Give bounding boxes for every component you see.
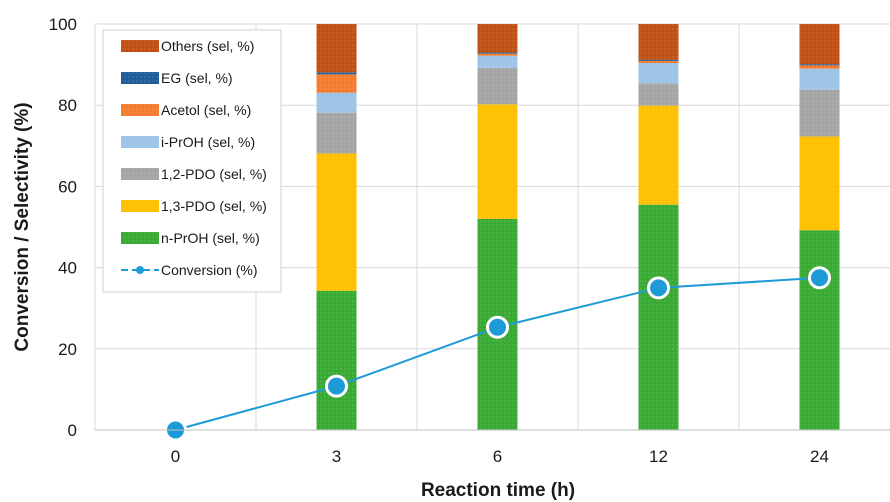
- conversion-point: [325, 374, 348, 398]
- conversion-point: [486, 315, 509, 339]
- x-tick-label: 24: [810, 447, 829, 466]
- bar-segment: [799, 230, 840, 430]
- bar-segment: [799, 65, 840, 69]
- bar-segment: [638, 59, 679, 61]
- legend-label: Acetol (sel, %): [161, 102, 251, 118]
- bar-segment: [316, 112, 357, 154]
- bar-segment: [638, 60, 679, 63]
- y-tick-label: 0: [68, 421, 77, 440]
- conversion-point: [808, 266, 831, 290]
- legend-swatch: [121, 40, 159, 52]
- bar-segment: [638, 204, 679, 430]
- bar-segment: [477, 53, 518, 56]
- bar-segment: [638, 83, 679, 106]
- legend-label: Others (sel, %): [161, 38, 254, 54]
- legend-swatch: [121, 136, 159, 148]
- y-tick-label: 80: [58, 96, 77, 115]
- legend-swatch: [121, 72, 159, 84]
- bar-segment: [477, 24, 518, 53]
- legend-label: EG (sel, %): [161, 70, 233, 86]
- bar-segment: [638, 105, 679, 205]
- bar-segment: [799, 24, 840, 65]
- legend-swatch: [121, 200, 159, 212]
- bar-segment: [799, 89, 840, 137]
- bar-segment: [799, 136, 840, 231]
- x-tick-label: 6: [493, 447, 502, 466]
- axes: 0 20 40 60 80 100 0 3 6 12 24: [49, 15, 890, 466]
- bar-segment: [477, 55, 518, 68]
- bar-segment: [799, 68, 840, 90]
- bar-segment: [316, 290, 357, 430]
- x-tick-label: 3: [332, 447, 341, 466]
- bar-segment: [316, 72, 357, 75]
- legend-swatch: [121, 104, 159, 116]
- legend-swatch: [121, 168, 159, 180]
- legend-marker: [136, 266, 144, 274]
- y-tick-label: 40: [58, 259, 77, 278]
- bar-segment: [799, 64, 840, 66]
- bar-segment: [477, 67, 518, 105]
- y-axis-title: Conversion / Selectivity (%): [12, 102, 33, 351]
- stacked-bars: [316, 24, 840, 430]
- conversion-point: [647, 276, 670, 300]
- bar-segment: [638, 62, 679, 84]
- x-tick-label: 0: [171, 447, 180, 466]
- y-tick-label: 100: [49, 15, 77, 34]
- conversion-line: [164, 266, 831, 442]
- y-tick-label: 60: [58, 177, 77, 196]
- x-tick-label: 12: [649, 447, 668, 466]
- legend-swatch: [121, 232, 159, 244]
- bar-segment: [316, 153, 357, 291]
- bar-segment: [477, 52, 518, 54]
- legend-label: 1,3-PDO (sel, %): [161, 198, 267, 214]
- legend: Others (sel, %) EG (sel, %) Acetol (sel, %…: [102, 29, 282, 293]
- bar-segment: [316, 24, 357, 73]
- y-tick-label: 20: [58, 340, 77, 359]
- bar-segment: [477, 104, 518, 219]
- bar-segment: [316, 92, 357, 113]
- x-axis-title: Reaction time (h): [421, 480, 575, 501]
- bar-segment: [316, 74, 357, 93]
- legend-label: 1,2-PDO (sel, %): [161, 166, 267, 182]
- bar-segment: [638, 24, 679, 60]
- legend-label: i-PrOH (sel, %): [161, 134, 255, 150]
- legend-label: n-PrOH (sel, %): [161, 230, 260, 246]
- legend-label: Conversion (%): [161, 262, 257, 278]
